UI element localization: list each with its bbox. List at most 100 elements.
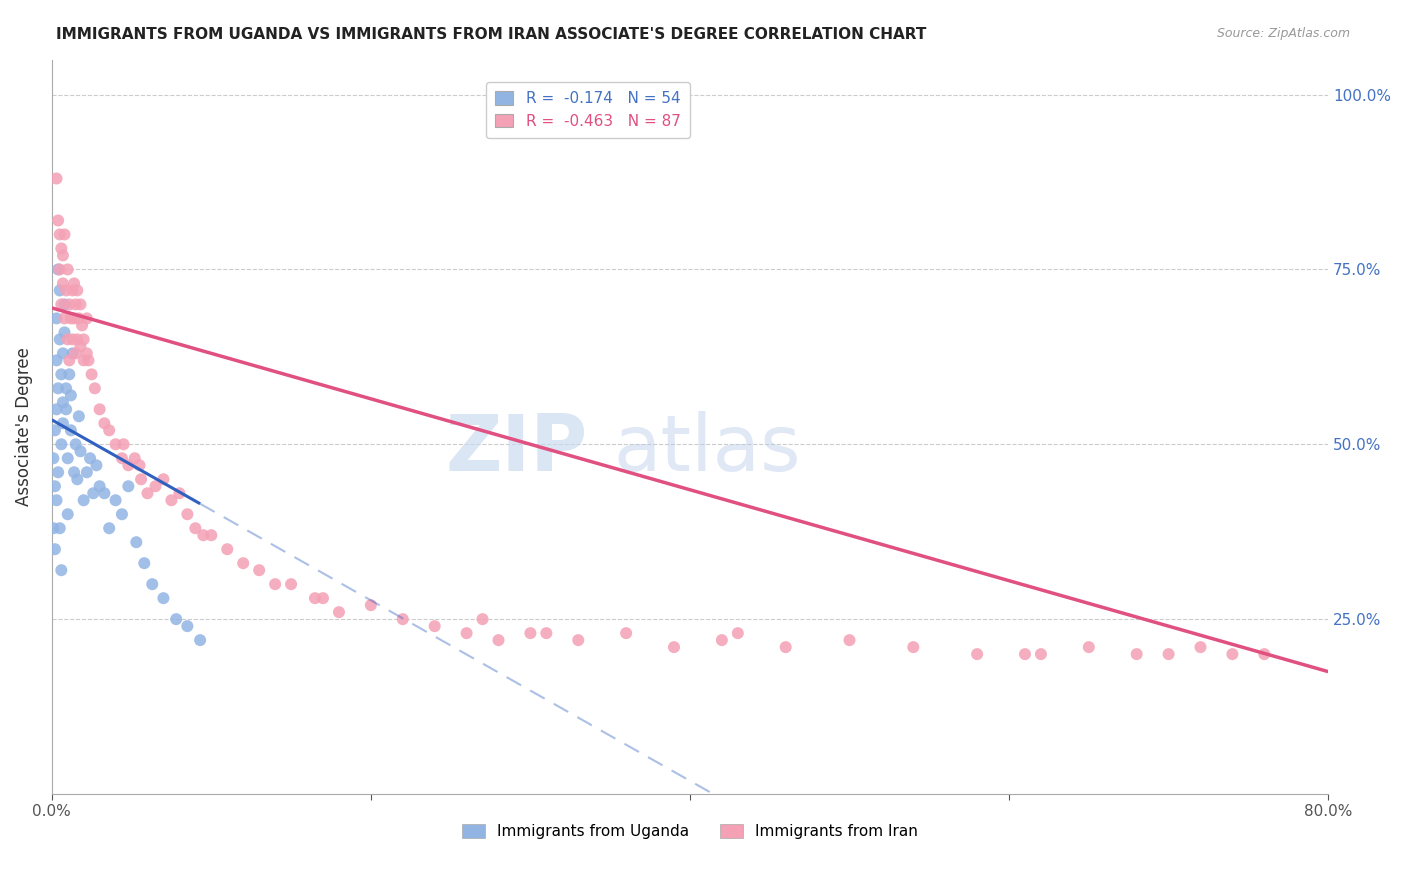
- Point: [58, 368, 80, 382]
- Point: [456, 626, 478, 640]
- Point: [48, 262, 70, 277]
- Point: [73, 493, 96, 508]
- Point: [98, 521, 121, 535]
- Point: [56, 507, 79, 521]
- Point: [52, 248, 75, 262]
- Point: [111, 507, 134, 521]
- Point: [838, 633, 860, 648]
- Point: [423, 619, 446, 633]
- Point: [117, 479, 139, 493]
- Point: [51, 563, 73, 577]
- Point: [169, 486, 191, 500]
- Point: [79, 451, 101, 466]
- Point: [55, 381, 77, 395]
- Point: [165, 612, 187, 626]
- Point: [62, 284, 84, 298]
- Point: [45, 171, 67, 186]
- Point: [1253, 647, 1275, 661]
- Point: [56, 262, 79, 277]
- Point: [63, 277, 86, 291]
- Point: [62, 332, 84, 346]
- Point: [48, 521, 70, 535]
- Point: [488, 633, 510, 648]
- Text: Source: ZipAtlas.com: Source: ZipAtlas.com: [1216, 27, 1350, 40]
- Point: [67, 409, 90, 424]
- Point: [360, 598, 382, 612]
- Point: [83, 381, 105, 395]
- Point: [59, 388, 82, 402]
- Point: [76, 346, 98, 360]
- Point: [775, 640, 797, 654]
- Point: [76, 311, 98, 326]
- Point: [58, 353, 80, 368]
- Point: [48, 332, 70, 346]
- Point: [82, 486, 104, 500]
- Point: [44, 542, 66, 557]
- Point: [53, 326, 76, 340]
- Point: [662, 640, 685, 654]
- Point: [128, 458, 150, 473]
- Point: [55, 284, 77, 298]
- Point: [48, 284, 70, 298]
- Point: [55, 402, 77, 417]
- Point: [52, 277, 75, 291]
- Point: [80, 368, 103, 382]
- Point: [1077, 640, 1099, 654]
- Point: [66, 284, 89, 298]
- Text: IMMIGRANTS FROM UGANDA VS IMMIGRANTS FROM IRAN ASSOCIATE'S DEGREE CORRELATION CH: IMMIGRANTS FROM UGANDA VS IMMIGRANTS FRO…: [56, 27, 927, 42]
- Point: [44, 479, 66, 493]
- Point: [903, 640, 925, 654]
- Point: [129, 472, 152, 486]
- Point: [471, 612, 494, 626]
- Point: [51, 297, 73, 311]
- Point: [193, 528, 215, 542]
- Point: [73, 332, 96, 346]
- Point: [1157, 647, 1180, 661]
- Point: [67, 311, 90, 326]
- Point: [63, 465, 86, 479]
- Point: [112, 437, 135, 451]
- Point: [89, 479, 111, 493]
- Point: [65, 437, 87, 451]
- Point: [98, 423, 121, 437]
- Point: [66, 472, 89, 486]
- Point: [152, 472, 174, 486]
- Point: [89, 402, 111, 417]
- Legend: Immigrants from Uganda, Immigrants from Iran: Immigrants from Uganda, Immigrants from …: [456, 818, 924, 845]
- Point: [46, 381, 69, 395]
- Point: [42, 521, 65, 535]
- Point: [46, 213, 69, 227]
- Point: [76, 465, 98, 479]
- Point: [45, 402, 67, 417]
- Point: [1029, 647, 1052, 661]
- Point: [52, 346, 75, 360]
- Point: [1222, 647, 1244, 661]
- Point: [53, 297, 76, 311]
- Point: [44, 423, 66, 437]
- Point: [93, 417, 115, 431]
- Point: [58, 297, 80, 311]
- Point: [59, 423, 82, 437]
- Point: [45, 353, 67, 368]
- Point: [51, 437, 73, 451]
- Point: [77, 353, 100, 368]
- Point: [1189, 640, 1212, 654]
- Point: [59, 311, 82, 326]
- Point: [1014, 647, 1036, 661]
- Point: [48, 227, 70, 242]
- Point: [124, 451, 146, 466]
- Point: [391, 612, 413, 626]
- Point: [160, 493, 183, 508]
- Point: [62, 346, 84, 360]
- Point: [65, 297, 87, 311]
- Point: [93, 486, 115, 500]
- Point: [117, 458, 139, 473]
- Text: atlas: atlas: [613, 411, 801, 487]
- Point: [145, 479, 167, 493]
- Point: [966, 647, 988, 661]
- Point: [65, 346, 87, 360]
- Point: [200, 528, 222, 542]
- Point: [53, 311, 76, 326]
- Point: [152, 591, 174, 606]
- Point: [312, 591, 335, 606]
